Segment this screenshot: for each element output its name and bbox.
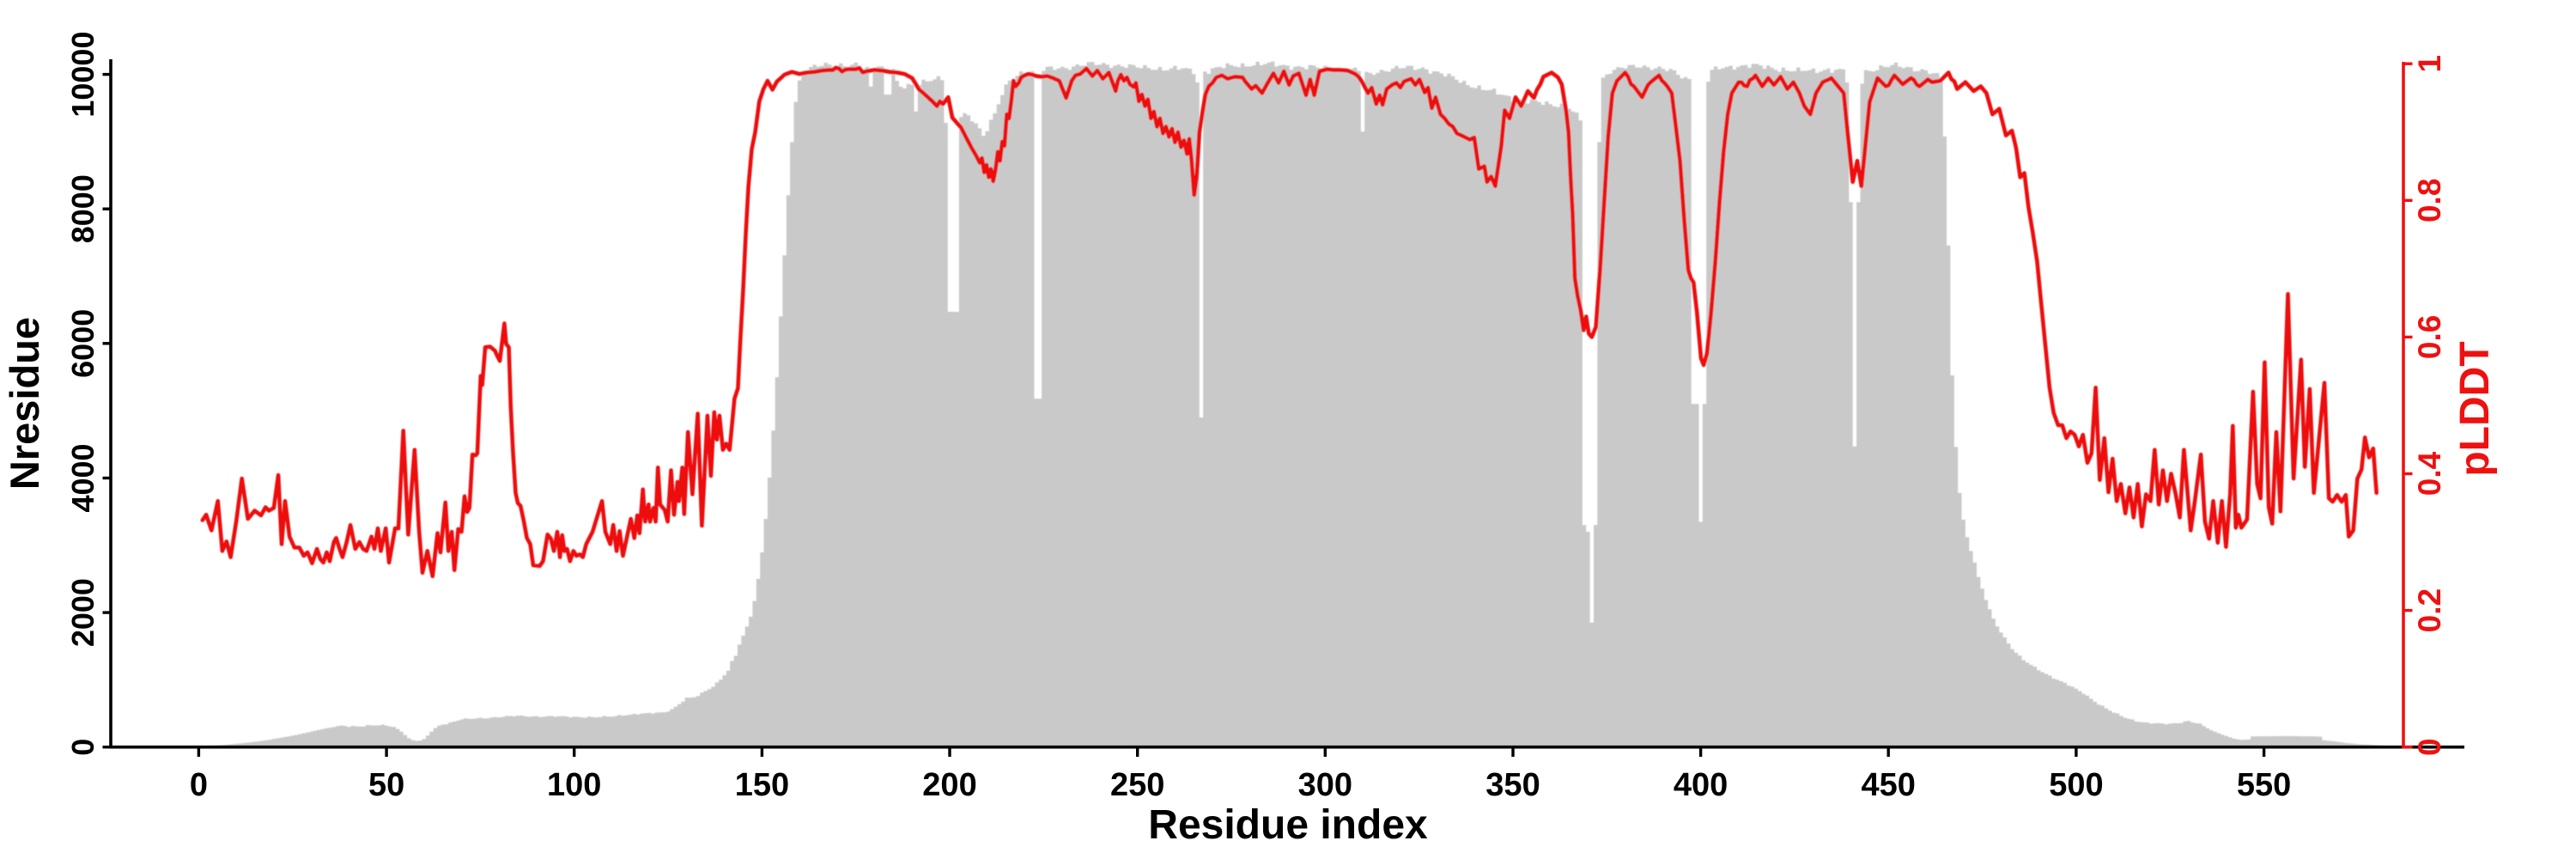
svg-text:300: 300	[1298, 767, 1352, 803]
svg-text:1: 1	[2412, 55, 2447, 73]
svg-text:Residue index: Residue index	[1148, 802, 1428, 848]
svg-text:0.4: 0.4	[2412, 451, 2447, 496]
svg-text:0.2: 0.2	[2412, 588, 2447, 632]
svg-text:500: 500	[2049, 767, 2103, 803]
svg-text:100: 100	[547, 767, 601, 803]
svg-text:250: 250	[1110, 767, 1164, 803]
svg-text:350: 350	[1485, 767, 1540, 803]
svg-text:2000: 2000	[65, 578, 100, 647]
svg-text:200: 200	[922, 767, 976, 803]
svg-text:0: 0	[190, 767, 208, 803]
svg-text:4000: 4000	[65, 443, 100, 512]
svg-text:0: 0	[65, 739, 100, 756]
svg-text:0: 0	[2412, 738, 2447, 756]
svg-text:0.8: 0.8	[2412, 179, 2447, 222]
svg-text:450: 450	[1861, 767, 1915, 803]
svg-text:8000: 8000	[65, 174, 100, 243]
svg-text:6000: 6000	[65, 309, 100, 378]
svg-text:550: 550	[2237, 767, 2291, 803]
svg-text:150: 150	[735, 767, 789, 803]
svg-text:pLDDT: pLDDT	[2452, 341, 2498, 476]
svg-text:Nresidue: Nresidue	[2, 317, 47, 490]
svg-text:50: 50	[368, 767, 404, 803]
svg-text:400: 400	[1674, 767, 1728, 803]
svg-text:0.6: 0.6	[2412, 315, 2447, 359]
svg-text:10000: 10000	[65, 32, 100, 118]
